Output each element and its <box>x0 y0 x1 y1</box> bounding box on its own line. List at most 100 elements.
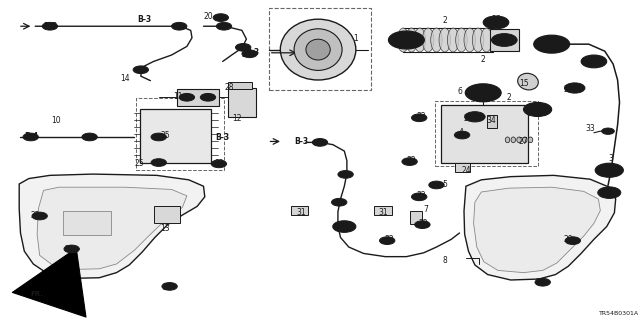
Ellipse shape <box>523 137 527 143</box>
Circle shape <box>242 50 257 58</box>
Text: 24: 24 <box>461 166 471 175</box>
Text: 7: 7 <box>423 205 428 214</box>
Circle shape <box>564 83 585 93</box>
Circle shape <box>239 45 247 49</box>
Text: 29: 29 <box>563 235 573 244</box>
Circle shape <box>542 39 561 49</box>
Ellipse shape <box>511 137 516 143</box>
Circle shape <box>412 114 427 122</box>
Circle shape <box>36 214 44 218</box>
Circle shape <box>531 106 544 113</box>
Text: 11: 11 <box>173 92 182 100</box>
Circle shape <box>539 280 547 284</box>
Circle shape <box>179 93 195 101</box>
Circle shape <box>172 22 187 30</box>
Circle shape <box>388 31 424 49</box>
Text: B-3: B-3 <box>216 133 230 142</box>
Circle shape <box>215 162 223 166</box>
Circle shape <box>535 278 550 286</box>
Circle shape <box>220 24 228 28</box>
Circle shape <box>211 160 227 168</box>
Ellipse shape <box>439 28 451 52</box>
Circle shape <box>133 66 148 74</box>
Text: 2: 2 <box>506 93 511 102</box>
Polygon shape <box>474 187 600 273</box>
Circle shape <box>429 181 444 189</box>
FancyBboxPatch shape <box>228 82 252 89</box>
Text: 10: 10 <box>51 116 61 124</box>
Circle shape <box>465 112 485 122</box>
Text: 23: 23 <box>563 85 573 94</box>
Circle shape <box>137 68 145 72</box>
Circle shape <box>155 161 163 164</box>
Text: 32: 32 <box>214 159 224 168</box>
Text: 25: 25 <box>160 131 170 140</box>
Text: 3: 3 <box>609 154 614 163</box>
Ellipse shape <box>517 137 522 143</box>
Text: B-4: B-4 <box>24 132 38 141</box>
Circle shape <box>236 44 251 51</box>
Text: 20: 20 <box>241 50 252 59</box>
Ellipse shape <box>414 28 426 52</box>
Text: 4: 4 <box>458 128 463 137</box>
Text: 22: 22 <box>65 245 74 254</box>
FancyBboxPatch shape <box>410 211 422 224</box>
Circle shape <box>397 35 416 45</box>
Circle shape <box>64 245 79 253</box>
Text: 18: 18 <box>552 41 561 50</box>
Text: 31: 31 <box>296 208 306 217</box>
Circle shape <box>312 139 328 146</box>
Circle shape <box>68 247 76 251</box>
Circle shape <box>213 14 228 21</box>
Ellipse shape <box>529 137 533 143</box>
Text: B-3: B-3 <box>245 48 259 57</box>
Circle shape <box>603 167 616 173</box>
Circle shape <box>595 163 623 177</box>
Circle shape <box>465 84 501 102</box>
FancyBboxPatch shape <box>228 88 256 117</box>
Text: 22: 22 <box>163 283 172 292</box>
Circle shape <box>86 135 93 139</box>
Text: 6: 6 <box>457 87 462 96</box>
Text: 27: 27 <box>518 137 529 146</box>
Circle shape <box>569 239 577 243</box>
Ellipse shape <box>397 28 409 52</box>
FancyBboxPatch shape <box>140 109 211 163</box>
Circle shape <box>27 135 35 139</box>
Ellipse shape <box>447 28 459 52</box>
Circle shape <box>598 187 621 198</box>
Ellipse shape <box>306 39 330 60</box>
Text: 17: 17 <box>414 36 424 44</box>
FancyBboxPatch shape <box>136 98 224 170</box>
Text: 14: 14 <box>120 74 130 83</box>
Text: 8: 8 <box>442 256 447 265</box>
Text: 32: 32 <box>384 235 394 244</box>
Text: 29: 29 <box>536 278 546 287</box>
FancyBboxPatch shape <box>291 206 308 215</box>
Ellipse shape <box>481 28 492 52</box>
Text: TR54B0301A: TR54B0301A <box>598 311 639 316</box>
Circle shape <box>216 22 232 30</box>
Text: B-3: B-3 <box>44 22 58 31</box>
Circle shape <box>151 159 166 166</box>
Text: 32: 32 <box>406 156 416 165</box>
Circle shape <box>492 34 517 46</box>
Circle shape <box>581 55 607 68</box>
Circle shape <box>166 284 173 288</box>
FancyBboxPatch shape <box>63 211 111 235</box>
FancyBboxPatch shape <box>441 105 528 163</box>
Text: 22: 22 <box>31 212 40 220</box>
FancyBboxPatch shape <box>487 115 497 128</box>
Text: 13: 13 <box>160 224 170 233</box>
Text: 21: 21 <box>607 188 616 196</box>
FancyBboxPatch shape <box>435 101 538 166</box>
Text: 19: 19 <box>525 108 535 116</box>
Text: 12: 12 <box>232 114 241 123</box>
Text: 32: 32 <box>419 219 429 228</box>
Circle shape <box>419 223 426 227</box>
Circle shape <box>415 195 423 199</box>
Ellipse shape <box>518 73 538 90</box>
Circle shape <box>588 59 600 64</box>
Circle shape <box>175 24 183 28</box>
Circle shape <box>332 198 347 206</box>
